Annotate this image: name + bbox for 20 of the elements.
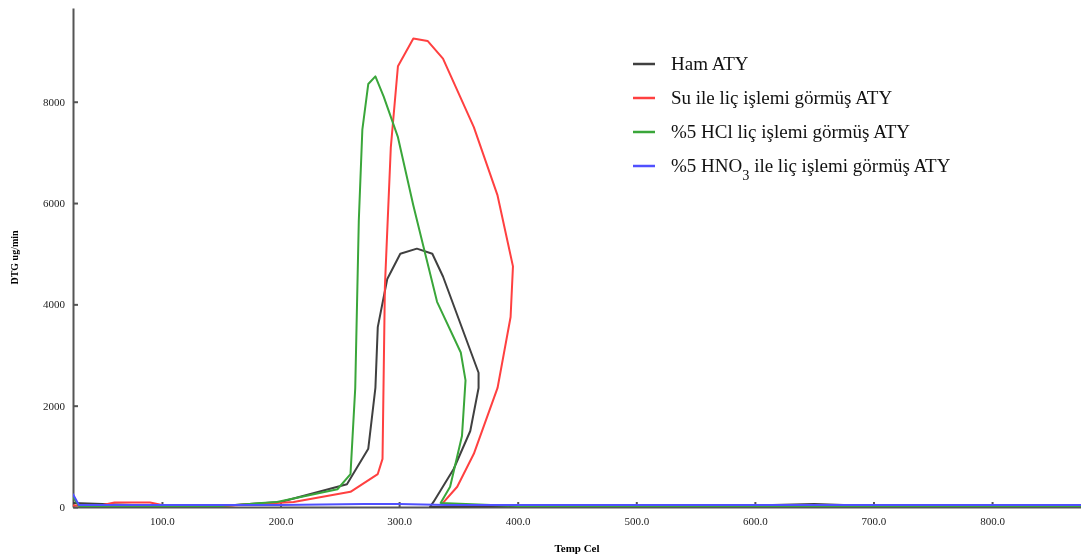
line-series: [73, 37, 514, 507]
legend-label: Ham ATY: [671, 53, 749, 74]
legend-label: %5 HNO$_{3}$ ile liç işlemi görmüş ATY: [671, 155, 951, 183]
x-tick-label: 300.0: [387, 514, 413, 527]
y-tick-label: 8000: [43, 95, 66, 108]
y-tick-label: 0: [59, 501, 66, 514]
x-tick-label: 400.0: [505, 514, 532, 527]
x-tick-label: 800.0: [980, 514, 1006, 527]
x-tick-label: 200.0: [268, 514, 294, 527]
x-axis-title: Temp Cel: [554, 542, 600, 554]
x-tick-label: 700.0: [861, 514, 887, 527]
y-tick-label: 2000: [43, 399, 66, 412]
x-tick-label: 500.0: [624, 514, 650, 527]
legend-label: Su ile liç işlemi görmüş ATY: [671, 87, 893, 108]
y-axis-title: DTG ug/min: [9, 229, 20, 285]
x-tick-label: 100.0: [150, 514, 176, 527]
x-tick-label: 600.0: [743, 514, 769, 527]
legend-label: %5 HCl liç işlemi görmüş ATY: [671, 121, 911, 142]
y-tick-label: 6000: [43, 197, 66, 210]
y-tick-label: 4000: [43, 298, 66, 311]
